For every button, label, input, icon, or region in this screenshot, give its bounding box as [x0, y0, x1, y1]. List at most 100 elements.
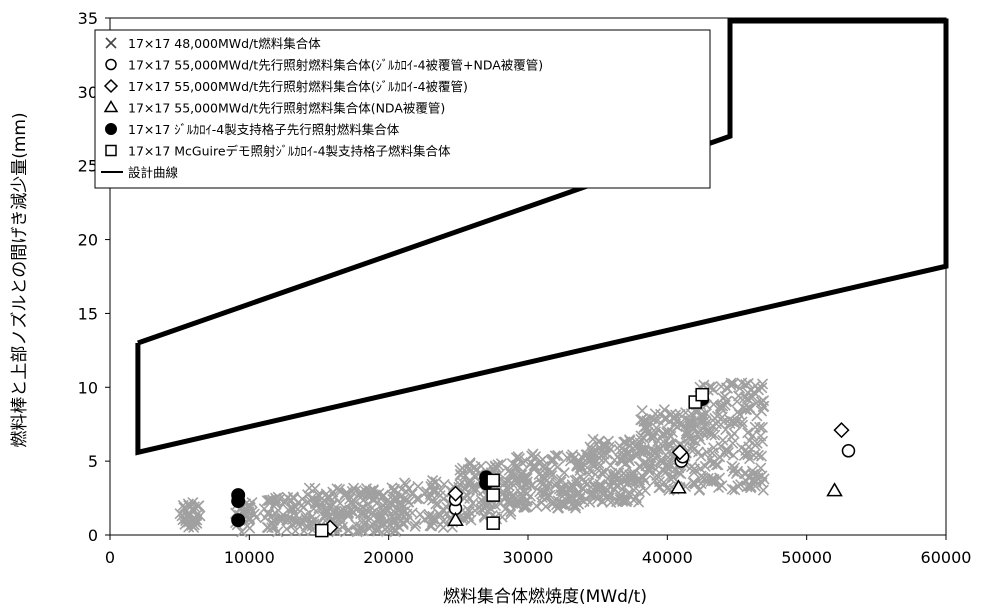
scatter-point-48000: [425, 520, 438, 532]
scatter-point-48000: [603, 479, 615, 491]
point-circle-open: [841, 444, 856, 458]
scatter-point-48000: [514, 492, 526, 504]
scatter-point-48000: [341, 486, 353, 499]
scatter-point-48000: [503, 488, 515, 500]
scatter-point-48000: [604, 443, 617, 456]
scatter-point-48000: [719, 447, 731, 459]
scatter-point-48000: [367, 488, 379, 501]
scatter-point-48000: [326, 498, 338, 510]
scatter-point-48000: [187, 514, 200, 526]
scatter-point-48000: [680, 407, 692, 419]
scatter-point-48000: [519, 477, 531, 489]
scatter-point-48000: [579, 477, 591, 489]
scatter-point-48000: [645, 430, 657, 443]
scatter-point-48000: [716, 480, 728, 492]
scatter-point-48000: [275, 513, 287, 525]
scatter-point-48000: [592, 489, 604, 501]
scatter-point-48000: [755, 405, 768, 417]
scatter-point-48000: [694, 434, 707, 446]
scatter-point-48000: [732, 480, 744, 492]
scatter-point-48000: [558, 467, 570, 479]
scatter-point-48000: [666, 471, 678, 483]
scatter-point-48000: [748, 449, 760, 461]
scatter-point-48000: [635, 430, 647, 442]
scatter-point-48000: [726, 483, 738, 495]
scatter-point-48000: [721, 382, 734, 394]
x-tick-label: 50000: [781, 548, 832, 567]
scatter-point-48000: [546, 453, 558, 465]
scatter-point-48000: [623, 455, 636, 467]
scatter-point-48000: [683, 415, 695, 427]
scatter-point-48000: [712, 481, 725, 493]
scatter-point-48000: [367, 484, 379, 496]
scatter-point-48000: [266, 522, 278, 534]
scatter-point-48000: [381, 521, 393, 533]
legend-marker: [103, 100, 119, 113]
scatter-point-48000: [372, 523, 384, 535]
legend-label: 17×17 55,000MWd/t先行照射燃料集合体(NDA被覆管): [128, 101, 445, 116]
scatter-point-48000: [282, 504, 294, 516]
scatter-point-48000: [728, 427, 740, 439]
scatter-point-48000: [354, 487, 366, 499]
x-tick-label: 0: [105, 548, 115, 567]
scatter-point-48000: [708, 473, 720, 486]
legend-marker: [105, 58, 117, 71]
scatter-point-48000: [664, 445, 676, 457]
scatter-point-48000: [549, 480, 561, 492]
scatter-point-48000: [437, 522, 449, 534]
legend-box: [94, 29, 711, 189]
design-curve: [135, 18, 949, 456]
scatter-point-48000: [375, 512, 387, 524]
scatter-point-48000: [720, 443, 732, 455]
scatter-point-48000: [746, 465, 758, 477]
scatter-point-48000: [750, 397, 762, 409]
legend-label: 設計曲線: [128, 165, 179, 180]
scatter-point-48000: [640, 420, 652, 433]
scatter-point-48000: [619, 436, 631, 448]
scatter-point-48000: [492, 459, 504, 471]
point-circle-filled: [231, 513, 246, 528]
point-triangle-open: [670, 479, 687, 494]
series-scatter-cloud: [174, 377, 770, 538]
scatter-point-48000: [465, 514, 477, 526]
scatter-point-48000: [566, 479, 578, 491]
point-circle-filled: [231, 488, 246, 503]
scatter-point-48000: [566, 481, 578, 493]
scatter-point-48000: [521, 494, 533, 506]
scatter-point-48000: [350, 519, 362, 531]
scatter-point-48000: [601, 448, 613, 460]
y-tick-label: 10: [78, 378, 98, 397]
y-axis-title: 燃料棒と上部ノズルとの間げき減少量(mm): [10, 112, 30, 447]
scatter-point-48000: [454, 464, 466, 476]
scatter-point-48000: [636, 405, 648, 417]
scatter-point-48000: [300, 512, 312, 524]
scatter-point-48000: [326, 500, 338, 512]
point-square-open: [315, 523, 329, 538]
scatter-point-48000: [344, 504, 356, 516]
scatter-point-48000: [635, 433, 647, 445]
scatter-point-48000: [593, 436, 605, 448]
scatter-point-48000: [643, 465, 655, 477]
scatter-point-48000: [399, 505, 411, 517]
scatter-point-48000: [434, 490, 446, 502]
scatter-point-48000: [584, 464, 596, 476]
scatter-point-48000: [406, 507, 418, 519]
scatter-point-48000: [355, 491, 367, 503]
scatter-point-48000: [438, 478, 450, 491]
point-diamond-open: [447, 485, 464, 502]
scatter-point-48000: [683, 431, 695, 443]
legend-label: 17×17 55,000MWd/t先行照射燃料集合体(ｼﾞﾙｶﾛｲ-4被覆管+N…: [128, 58, 543, 73]
scatter-point-48000: [309, 483, 321, 495]
legend-marker: [105, 123, 117, 135]
scatter-point-48000: [750, 380, 762, 392]
scatter-point-48000: [673, 467, 685, 479]
scatter-point-48000: [736, 377, 748, 389]
x-axis-title: 燃料集合体燃焼度(MWd/t): [443, 587, 647, 607]
scatter-point-48000: [556, 482, 569, 494]
scatter-point-48000: [516, 469, 528, 481]
scatter-point-48000: [535, 496, 548, 509]
scatter-point-48000: [674, 438, 686, 450]
scatter-point-48000: [348, 482, 360, 494]
scatter-point-48000: [640, 423, 653, 435]
